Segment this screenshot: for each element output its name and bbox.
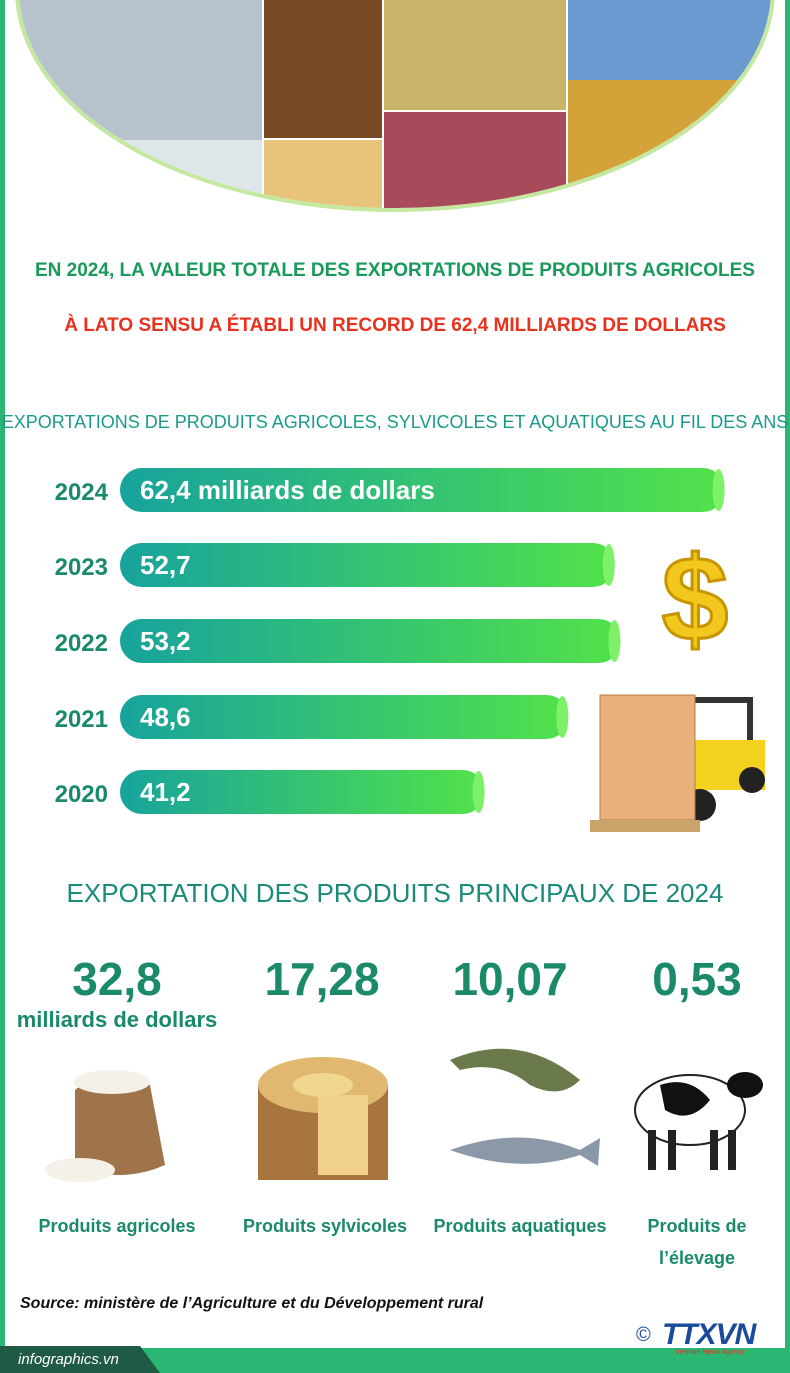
value-label: 41,2 [140,777,191,807]
value-label: 52,7 [140,550,191,580]
category-label: 2020 [55,781,108,808]
value-label: 62,4 milliards de dollars [140,475,435,505]
cow [634,1072,763,1170]
product-label: Produits aquatiques [433,1216,607,1236]
bar-cap [712,469,725,511]
bar-cap [472,771,485,813]
category-label: 2023 [55,554,108,581]
unit: milliards de dollars [16,1007,218,1032]
photo-collage [19,0,771,208]
bar-cap [608,620,621,662]
headline: À LATO SENSU A ÉTABLI UN RECORD DE 62,4 … [64,315,726,336]
product-value: 0,53 [652,953,742,1005]
product-label: Produits de l’élevage [647,1216,747,1268]
logo: TTXVN [662,1318,756,1351]
bar [120,543,615,587]
bar-chart: 2024 62,4 milliards de dollars 2023 52,7 202… [55,468,725,814]
bar [120,695,569,739]
value-label: 48,6 [140,702,191,732]
shrimp-fish [450,1048,600,1166]
bar-cap [602,544,615,586]
category-label: 2021 [55,706,108,733]
forklift-illustration: $ [590,531,765,832]
svg-text:$: $ [662,532,729,666]
bar [120,619,621,663]
border [785,0,790,1373]
bar [120,770,485,814]
wood-stump [258,1057,388,1180]
source: Source: ministère de l’Agriculture et du… [20,1295,484,1312]
site: infographics.vn [18,1351,119,1368]
product-label: Produits agricoles [38,1216,196,1236]
border [0,0,5,1373]
bar-cap [556,696,569,738]
bar [120,468,725,512]
category-label: 2024 [55,479,109,506]
section-title: EXPORTATION DES PRODUITS PRINCIPAUX DE 2… [66,878,724,908]
rice-sack [45,1070,165,1182]
value-label: 53,2 [140,626,191,656]
product-value: 17,28 [264,953,380,1005]
chart-title: EXPORTATIONS DE PRODUITS AGRICOLES, SYLV… [1,412,789,432]
logo-sub: Vietnam News Agency [675,1349,745,1356]
product-value: 10,07 [452,953,568,1005]
headline: EN 2024, LA VALEUR TOTALE DES EXPORTATIO… [35,260,755,281]
footer-tab [0,1346,160,1373]
copyright: © [636,1324,651,1346]
category-label: 2022 [55,630,108,657]
product-label: Produits sylvicoles [242,1216,408,1236]
product-value: 32,8 [72,953,162,1005]
